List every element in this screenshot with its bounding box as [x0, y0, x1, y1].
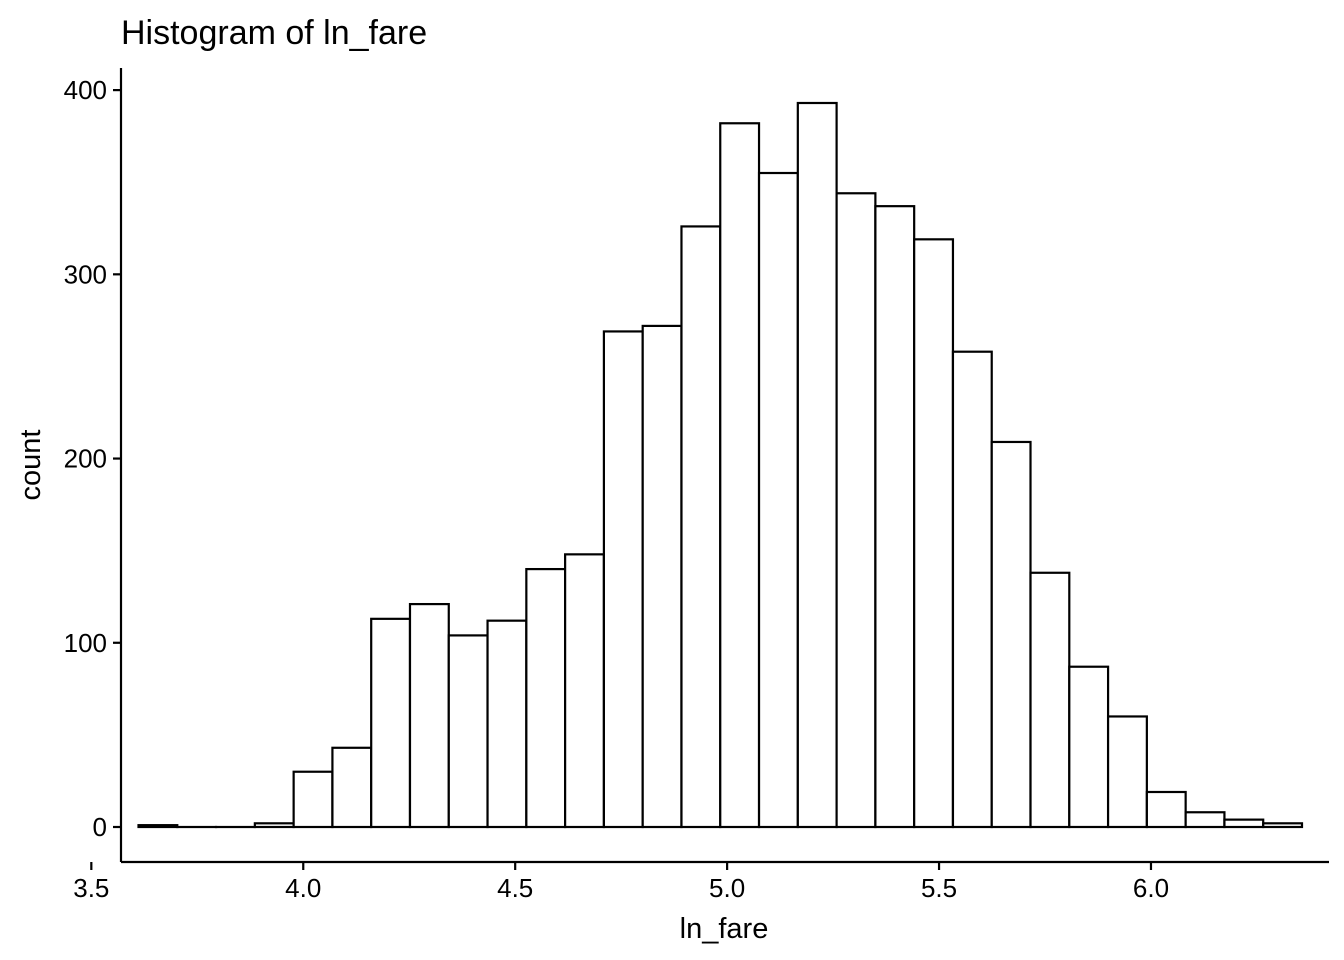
x-tick-label: 4.0	[285, 873, 321, 903]
histogram-bar-23	[990, 440, 1032, 829]
histogram-bar-5	[292, 770, 334, 829]
x-tick-label: 6.0	[1133, 873, 1169, 903]
histogram-bar-1	[137, 824, 179, 829]
histogram-bar-28	[1184, 811, 1226, 829]
histogram-bar-25	[1068, 665, 1110, 829]
y-tick-label: 0	[93, 812, 107, 842]
histogram-bar-6	[331, 746, 373, 829]
histogram-bar-12	[564, 553, 605, 829]
histogram-bar-29	[1223, 818, 1265, 829]
histogram-bar-24	[1029, 571, 1071, 829]
histogram-bar-27	[1145, 790, 1187, 829]
histogram-bar-8	[408, 602, 450, 829]
histogram-bar-26	[1106, 715, 1148, 829]
histogram-bar-30	[1262, 822, 1304, 829]
histogram-bar-7	[370, 617, 412, 829]
y-tick-label: 300	[64, 259, 107, 289]
histogram-bar-10	[486, 619, 528, 829]
x-tick-label: 3.5	[73, 873, 109, 903]
bars-group	[137, 101, 1304, 829]
histogram-bar-11	[525, 567, 567, 829]
x-tick-label: 4.5	[497, 873, 533, 903]
histogram-bar-17	[757, 171, 799, 829]
histogram-bar-9	[447, 634, 489, 829]
x-axis-ticks: 3.5 4.0 4.5 5.0 5.5 6.0	[73, 862, 1169, 903]
y-tick-label: 400	[64, 75, 107, 105]
y-tick-label: 100	[64, 628, 107, 658]
y-axis-ticks: 0 100 200 300 400	[64, 75, 121, 842]
histogram-bar-15	[680, 225, 722, 829]
histogram-bar-13	[602, 330, 644, 829]
y-axis-label: count	[15, 430, 47, 501]
y-tick-label: 200	[64, 444, 107, 474]
histogram-bar-19	[835, 192, 877, 829]
x-tick-label: 5.5	[921, 873, 957, 903]
x-tick-label: 5.0	[709, 873, 745, 903]
histogram-bar-4	[253, 822, 295, 829]
histogram-bar-16	[719, 122, 761, 829]
histogram-bar-20	[874, 205, 916, 829]
chart-title: Histogram of ln_fare	[121, 14, 427, 52]
histogram-bar-14	[641, 324, 683, 829]
histogram-bar-18	[796, 101, 838, 829]
x-axis-label: ln_fare	[680, 913, 769, 945]
histogram-bar-21	[913, 238, 955, 829]
histogram-bar-22	[951, 350, 993, 829]
